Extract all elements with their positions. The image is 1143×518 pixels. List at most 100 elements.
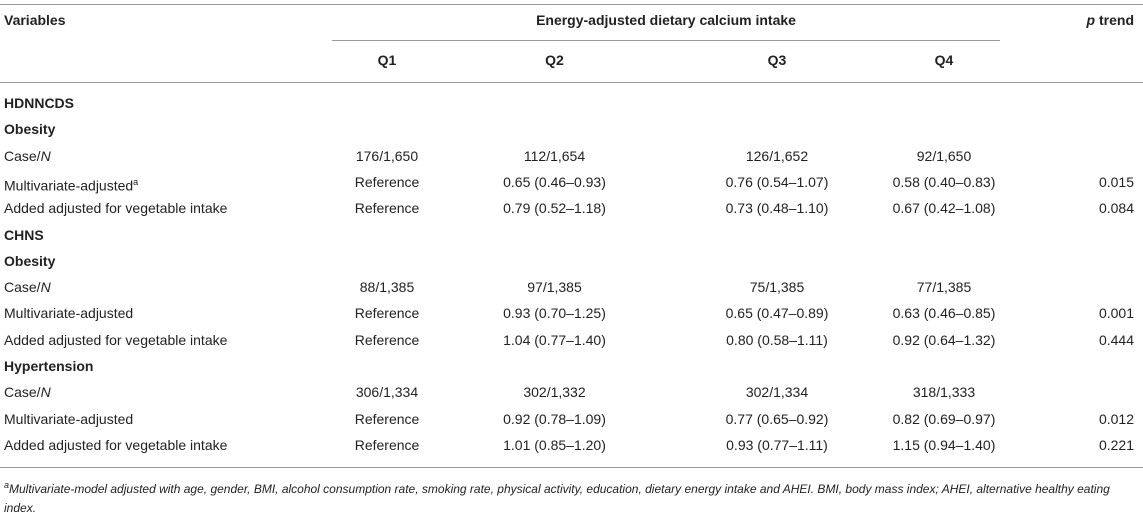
top-rule bbox=[0, 4, 1143, 5]
cell-q1: Reference bbox=[354, 305, 420, 322]
table-row: Multivariate-adjusted Reference 0.93 (0.70… bbox=[0, 300, 1143, 326]
cell-q1: Reference bbox=[354, 173, 420, 190]
cell-p-trend: 0.001 bbox=[1098, 305, 1134, 322]
row-label: Added adjusted for vegetable intake bbox=[4, 327, 227, 353]
cell-q4: 0.58 (0.40–0.83) bbox=[892, 173, 996, 190]
cell-q4: 0.63 (0.46–0.85) bbox=[892, 305, 996, 322]
section-label: CHNS bbox=[4, 222, 44, 248]
section-label: HDNNCDS bbox=[4, 90, 74, 116]
cell-p-trend: 0.012 bbox=[1098, 410, 1134, 427]
section-label-text: Hypertension bbox=[4, 358, 94, 374]
cell-q2: 97/1,385 bbox=[527, 279, 582, 296]
footnote-marker: a bbox=[4, 480, 10, 490]
table-row: Case/N 306/1,334 302/1,332 302/1,334 318/1,3… bbox=[0, 379, 1143, 405]
row-label-text: Case/ bbox=[4, 147, 41, 164]
cell-q2: 112/1,654 bbox=[523, 147, 586, 164]
header-rule bbox=[0, 82, 1143, 83]
row-label: Case/N bbox=[4, 143, 51, 169]
row-label-text: Multivariate-adjusted bbox=[4, 410, 134, 427]
row-label: Multivariate-adjusteda bbox=[4, 169, 138, 199]
table-row: Multivariate-adjusted Reference 0.92 (0.78… bbox=[0, 406, 1143, 432]
cell-q4: 0.82 (0.69–0.97) bbox=[892, 410, 996, 427]
section-row: CHNS bbox=[0, 222, 1143, 248]
cell-q3: 75/1,385 bbox=[749, 279, 805, 296]
footnote: aMultivariate-model adjusted with age, g… bbox=[4, 476, 1134, 518]
cell-q1: 306/1,334 bbox=[355, 384, 419, 401]
row-label: Added adjusted for vegetable intake bbox=[4, 432, 227, 458]
section-label-text: HDNNCDS bbox=[4, 95, 74, 111]
row-label: Multivariate-adjusted bbox=[4, 406, 133, 432]
cell-q1: Reference bbox=[354, 436, 420, 453]
row-label-text: Case/ bbox=[4, 384, 41, 401]
group-subrule bbox=[332, 40, 1000, 41]
cell-q1: 176/1,650 bbox=[355, 147, 419, 164]
table-row: Case/N 176/1,650 112/1,654 126/1,652 92/1,65… bbox=[0, 143, 1143, 169]
header-p-italic: p bbox=[1086, 12, 1096, 28]
cell-q3: 0.80 (0.58–1.11) bbox=[726, 331, 828, 348]
header-q1: Q1 bbox=[377, 52, 397, 68]
header-q2: Q2 bbox=[545, 52, 564, 68]
header-q3: Q3 bbox=[767, 52, 787, 68]
header-variables: Variables bbox=[4, 12, 66, 28]
cell-p-trend: 0.015 bbox=[1098, 173, 1134, 190]
cell-q3: 0.76 (0.54–1.07) bbox=[725, 173, 829, 190]
cell-q2: 0.65 (0.46–0.93) bbox=[503, 173, 606, 190]
cell-q3: 0.77 (0.65–0.92) bbox=[725, 410, 829, 427]
header-p-rest: trend bbox=[1095, 12, 1134, 28]
header-group-title: Energy-adjusted dietary calcium intake bbox=[536, 12, 796, 28]
section-label: Obesity bbox=[4, 116, 55, 142]
cell-q1: Reference bbox=[354, 410, 420, 427]
cell-q4: 1.15 (0.94–1.40) bbox=[892, 436, 996, 453]
row-label: Case/N bbox=[4, 379, 51, 405]
table-row: Added adjusted for vegetable intake Refer… bbox=[0, 432, 1143, 458]
cell-q3: 0.73 (0.48–1.10) bbox=[725, 200, 829, 217]
section-label: Obesity bbox=[4, 248, 55, 274]
cell-q1: 88/1,385 bbox=[359, 279, 415, 296]
cell-q1: Reference bbox=[354, 331, 420, 348]
header-p-trend: p trend bbox=[1060, 12, 1134, 28]
row-label-text: Multivariate-adjusted bbox=[4, 177, 134, 194]
cell-q4: 77/1,385 bbox=[916, 279, 972, 296]
row-label: Added adjusted for vegetable intake bbox=[4, 195, 227, 221]
row-label-text: Added adjusted for vegetable intake bbox=[4, 200, 228, 217]
cell-q2: 0.92 (0.78–1.09) bbox=[503, 410, 606, 427]
cell-q2: 0.93 (0.70–1.25) bbox=[503, 305, 606, 322]
section-row: Hypertension bbox=[0, 353, 1143, 379]
row-label-text: Added adjusted for vegetable intake bbox=[4, 436, 228, 453]
cell-p-trend: 0.084 bbox=[1098, 200, 1134, 217]
table-row: Added adjusted for vegetable intake Refer… bbox=[0, 195, 1143, 221]
table-row: Multivariate-adjusteda Reference 0.65 (0.4… bbox=[0, 169, 1143, 195]
section-label-text: Obesity bbox=[4, 252, 56, 269]
cell-q2: 302/1,332 bbox=[523, 384, 586, 401]
row-label: Multivariate-adjusted bbox=[4, 300, 133, 326]
table-row: Case/N 88/1,385 97/1,385 75/1,385 77/1,385 bbox=[0, 274, 1143, 300]
row-label-text: Multivariate-adjusted bbox=[4, 305, 134, 322]
cell-q2: 1.04 (0.77–1.40) bbox=[503, 331, 606, 348]
row-label-sup: a bbox=[133, 176, 139, 187]
cell-q1: Reference bbox=[354, 200, 420, 217]
cell-q4: 0.92 (0.64–1.32) bbox=[892, 331, 996, 348]
bottom-rule bbox=[0, 467, 1143, 468]
cell-p-trend: 0.221 bbox=[1098, 436, 1134, 453]
row-label-text: Case/ bbox=[4, 279, 41, 296]
footnote-text: Multivariate-model adjusted with age, ge… bbox=[4, 482, 1110, 515]
row-label-italic: N bbox=[40, 384, 51, 401]
cell-q4: 0.67 (0.42–1.08) bbox=[892, 200, 996, 217]
cell-q2: 1.01 (0.85–1.20) bbox=[503, 436, 606, 453]
cell-q2: 0.79 (0.52–1.18) bbox=[503, 200, 606, 217]
cell-p-trend: 0.444 bbox=[1098, 331, 1134, 348]
section-row: Obesity bbox=[0, 116, 1143, 142]
header-q4: Q4 bbox=[934, 52, 954, 68]
cell-q3: 126/1,652 bbox=[745, 147, 809, 164]
cell-q3: 0.65 (0.47–0.89) bbox=[725, 305, 829, 322]
row-label-italic: N bbox=[40, 147, 51, 164]
row-label-text: Added adjusted for vegetable intake bbox=[4, 331, 228, 348]
cell-q3: 0.93 (0.77–1.11) bbox=[726, 436, 828, 453]
cell-q3: 302/1,334 bbox=[745, 384, 809, 401]
section-label-text: CHNS bbox=[4, 226, 44, 243]
row-label: Case/N bbox=[4, 274, 51, 300]
table-row: Added adjusted for vegetable intake Refer… bbox=[0, 327, 1143, 353]
row-label-italic: N bbox=[40, 279, 51, 296]
section-row: HDNNCDS bbox=[0, 90, 1143, 116]
